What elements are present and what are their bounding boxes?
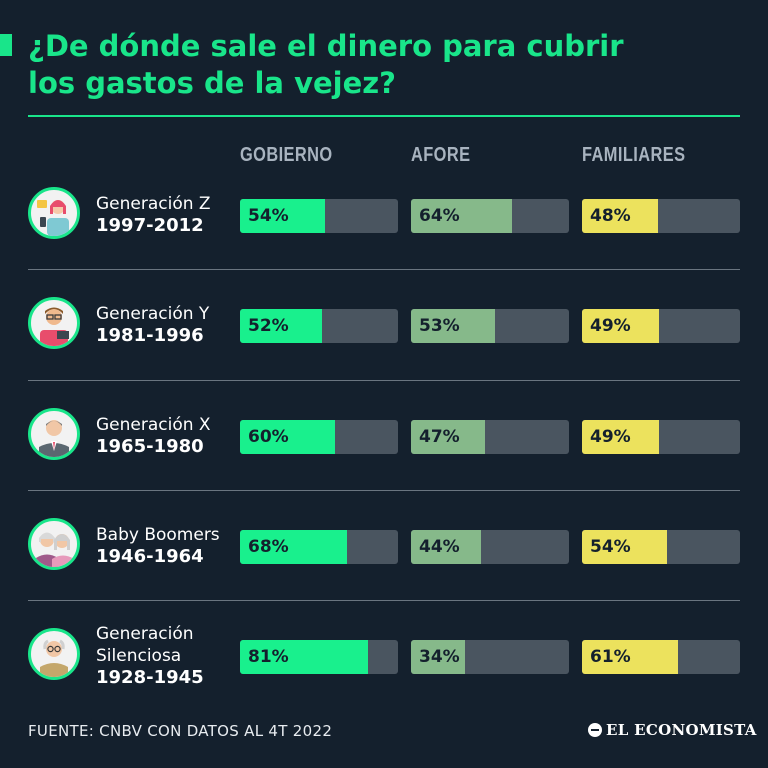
title-underline (28, 115, 740, 117)
bar-track-afore: 53% (411, 309, 569, 343)
title-accent-block (0, 34, 12, 56)
bar-fill-gobierno (240, 530, 347, 564)
bar-track-afore: 44% (411, 530, 569, 564)
bar-track-gobierno: 60% (240, 420, 398, 454)
bar-value-label: 52% (248, 316, 289, 336)
generation-label: Baby Boomers 1946-1964 (96, 524, 220, 568)
bald-man-suit-icon (28, 408, 80, 460)
bar-track-afore: 47% (411, 420, 569, 454)
bar-value-label: 64% (419, 206, 460, 226)
column-header-afore: AFORE (411, 144, 471, 166)
bar-fill-gobierno (240, 309, 322, 343)
generation-label: Generación X 1965-1980 (96, 414, 211, 458)
source-note: FUENTE: CNBV CON DATOS AL 4T 2022 (28, 722, 333, 740)
bar-value-label: 81% (248, 647, 289, 667)
row-divider (28, 269, 740, 270)
young-woman-phone-icon (28, 187, 80, 239)
bar-value-label: 44% (419, 537, 460, 557)
chart-title: ¿De dónde sale el dinero para cubrir los… (28, 29, 624, 100)
older-couple-icon (28, 518, 80, 570)
bar-value-label: 49% (590, 316, 631, 336)
generation-row: Generación Y 1981-1996 52% 53% 49% (0, 269, 768, 380)
bar-fill-afore (411, 199, 512, 233)
generation-row: Generación Silenciosa 1928-1945 81% 34% 61% (0, 600, 768, 711)
bar-fill-afore (411, 309, 495, 343)
bar-track-gobierno: 52% (240, 309, 398, 343)
bar-track-afore: 34% (411, 640, 569, 674)
generation-name: Generación Z (96, 194, 211, 214)
generation-label: Generación Z 1997-2012 (96, 193, 211, 237)
bar-track-familiares: 48% (582, 199, 740, 233)
bar-fill-familiares (582, 199, 658, 233)
generation-name: Generación Silenciosa (96, 624, 194, 666)
bar-fill-familiares (582, 309, 659, 343)
bar-fill-afore (411, 420, 485, 454)
row-divider (28, 380, 740, 381)
bar-track-familiares: 49% (582, 420, 740, 454)
generation-row: Generación Z 1997-2012 54% 64% 48% (0, 160, 768, 270)
generation-years: 1965-1980 (96, 436, 204, 457)
brand-logo: EL ECONOMISTA (588, 721, 757, 739)
generation-label: Generación Silenciosa 1928-1945 (96, 623, 206, 689)
bar-fill-afore (411, 640, 465, 674)
column-header-gobierno: GOBIERNO (240, 144, 333, 166)
bar-fill-gobierno (240, 640, 368, 674)
column-header-familiares: FAMILIARES (582, 144, 686, 166)
generation-label: Generación Y 1981-1996 (96, 303, 209, 347)
brand-name: EL ECONOMISTA (606, 721, 757, 739)
bar-track-gobierno: 81% (240, 640, 398, 674)
bar-track-gobierno: 54% (240, 199, 398, 233)
man-glasses-laptop-icon (28, 297, 80, 349)
bar-value-label: 68% (248, 537, 289, 557)
bar-fill-familiares (582, 640, 678, 674)
generation-row: Generación X 1965-1980 60% 47% 49% (0, 380, 768, 491)
bar-track-familiares: 61% (582, 640, 740, 674)
bar-fill-familiares (582, 420, 659, 454)
bar-value-label: 47% (419, 427, 460, 447)
generation-name: Generación X (96, 415, 211, 435)
bar-value-label: 49% (590, 427, 631, 447)
bar-value-label: 34% (419, 647, 460, 667)
bar-value-label: 60% (248, 427, 289, 447)
bar-track-familiares: 54% (582, 530, 740, 564)
bar-track-gobierno: 68% (240, 530, 398, 564)
bar-fill-afore (411, 530, 481, 564)
generation-years: 1981-1996 (96, 325, 204, 346)
bar-value-label: 54% (248, 206, 289, 226)
bar-fill-familiares (582, 530, 667, 564)
bar-fill-gobierno (240, 199, 325, 233)
generation-years: 1928-1945 (96, 667, 204, 688)
bar-value-label: 61% (590, 647, 631, 667)
bar-fill-gobierno (240, 420, 335, 454)
generation-years: 1997-2012 (96, 215, 204, 236)
generation-name: Generación Y (96, 304, 210, 324)
bar-value-label: 54% (590, 537, 631, 557)
bar-track-afore: 64% (411, 199, 569, 233)
elderly-man-glasses-icon (28, 628, 80, 680)
bar-track-familiares: 49% (582, 309, 740, 343)
row-divider (28, 490, 740, 491)
brand-mark-icon (588, 723, 602, 737)
generation-name: Baby Boomers (96, 525, 220, 545)
bar-value-label: 48% (590, 206, 631, 226)
generation-row: Baby Boomers 1946-1964 68% 44% 54% (0, 490, 768, 601)
bar-value-label: 53% (419, 316, 460, 336)
row-divider (28, 600, 740, 601)
generation-years: 1946-1964 (96, 546, 204, 567)
